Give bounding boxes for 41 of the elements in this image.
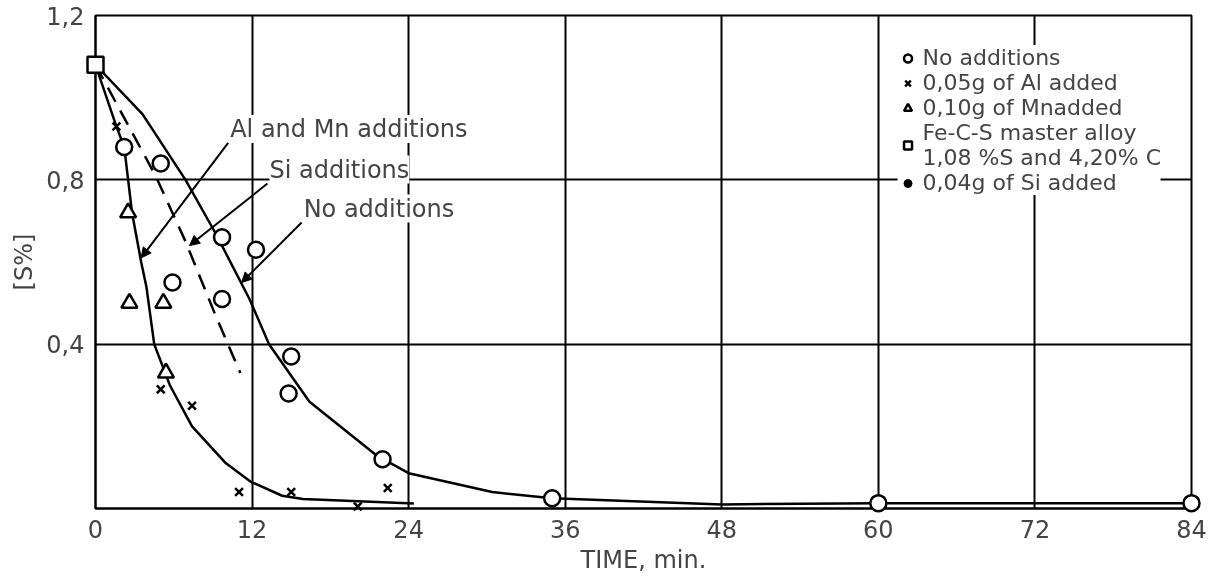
x-tick-label: 48: [706, 515, 738, 544]
point: [212, 228, 232, 247]
point: [114, 137, 134, 157]
legend-label: No additions: [922, 45, 1061, 70]
x-tick-label: 60: [863, 515, 894, 544]
y-tick-label: 1,2: [46, 2, 85, 31]
point: [233, 486, 245, 498]
point: [186, 400, 198, 411]
point: [111, 121, 122, 132]
point: [281, 347, 301, 366]
point: [155, 384, 166, 395]
x-tick-label: 24: [393, 515, 424, 544]
point: [869, 493, 888, 513]
x-tick-label: 12: [236, 515, 268, 544]
point: [151, 154, 170, 173]
point: [373, 449, 392, 469]
annotation: Al and Mn additions: [230, 114, 468, 143]
point: [382, 482, 393, 494]
point: [542, 488, 562, 508]
x-tick-label: 84: [1176, 515, 1207, 544]
annotation: Si additions: [269, 155, 410, 184]
point: [246, 240, 266, 259]
point: [1182, 493, 1201, 513]
point: [286, 486, 297, 498]
y-tick-label: 0,4: [46, 331, 85, 360]
x-axis-title: TIME, min.: [579, 545, 707, 574]
x-tick-label: 36: [549, 515, 581, 544]
legend-label: Fe-C-S master alloy 1,08 %S and 4,20% C: [922, 120, 1161, 170]
point: [352, 501, 363, 512]
legend-label: 0,05g of Al added: [922, 70, 1118, 95]
x-tick-label: 0: [87, 515, 104, 544]
annotation: 0,04g of Si added: [922, 170, 1117, 195]
annotation: No additions: [303, 194, 455, 223]
y-tick-label: 0,8: [46, 166, 85, 195]
point: [279, 384, 298, 403]
point: [212, 289, 232, 309]
x-tick-label: 72: [1019, 515, 1051, 544]
y-axis-title: [S%]: [10, 233, 39, 291]
point: [163, 273, 182, 292]
legend-label: 0,10g of Mnadded: [922, 95, 1123, 120]
point: [86, 55, 105, 75]
